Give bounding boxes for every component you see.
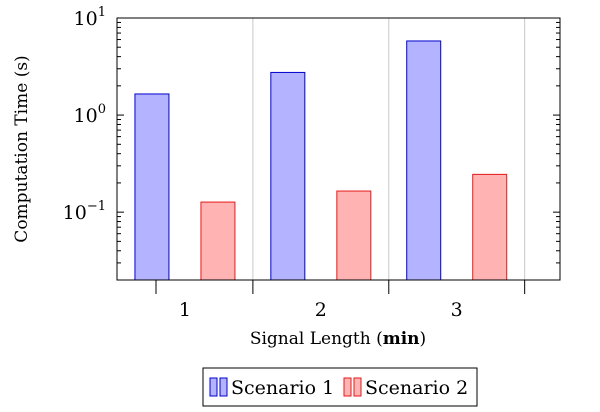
bar-scenario-1-3	[406, 40, 442, 281]
legend-swatch	[343, 377, 352, 397]
bar-scenario-2-1	[200, 201, 236, 281]
bar-scenario-2-2	[336, 190, 372, 281]
bar-scenario-1-1	[134, 93, 170, 281]
legend-swatch	[209, 377, 218, 397]
x-tick-label: 1	[179, 299, 191, 321]
legend-box	[202, 367, 478, 407]
x-tick-labels: 1 2 3	[179, 299, 463, 321]
legend: Scenario 1 Scenario 2	[202, 367, 478, 407]
bar-scenario-2-3	[472, 173, 508, 281]
bar-scenario-1-2	[270, 71, 306, 281]
y-axis-title: Computation Time (s)	[12, 55, 32, 242]
y-tick-label: 101	[74, 5, 106, 30]
plot-frame	[116, 17, 561, 281]
y-tick-labels: 10−1 100 101	[63, 5, 106, 224]
y-tick-label: 100	[74, 102, 106, 127]
legend-swatch	[219, 377, 228, 397]
legend-swatch	[353, 377, 362, 397]
legend-label: Scenario 2	[365, 377, 468, 399]
x-tick-label: 2	[315, 299, 327, 321]
bars	[134, 40, 508, 281]
grid	[252, 18, 526, 280]
x-axis-title: Signal Length (min)	[250, 329, 426, 349]
legend-label: Scenario 1	[231, 377, 334, 399]
x-tick-label: 3	[451, 299, 463, 321]
y-tick-label: 10−1	[63, 199, 106, 224]
